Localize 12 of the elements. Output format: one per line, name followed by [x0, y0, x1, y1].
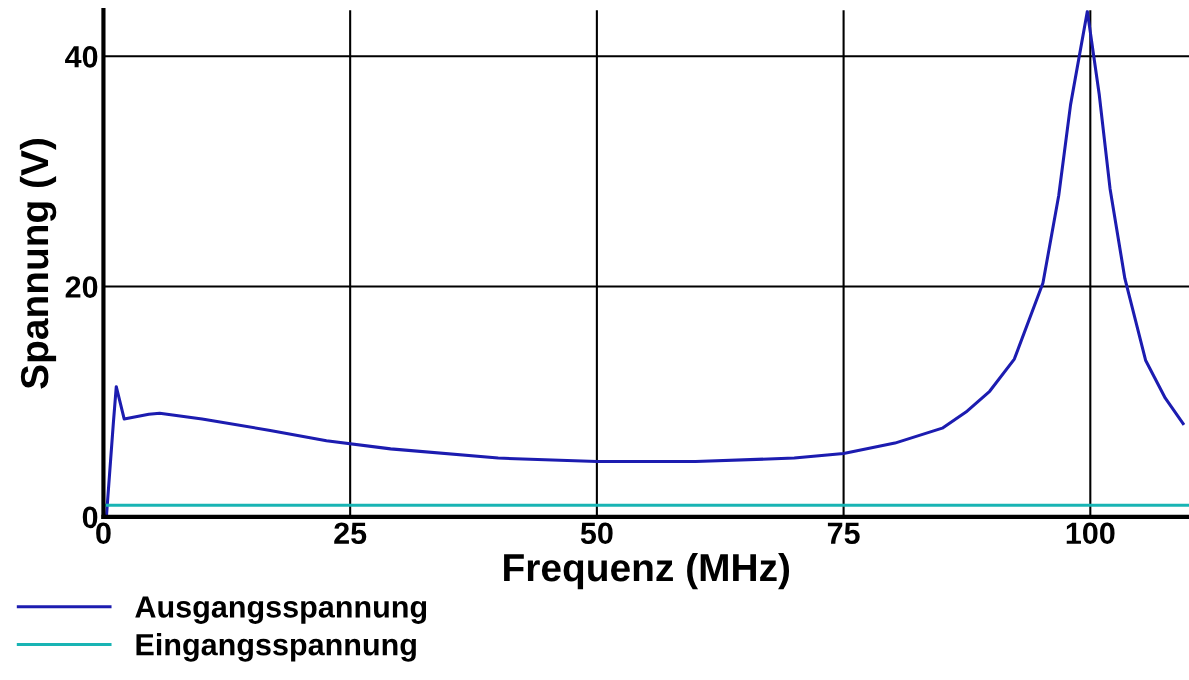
y-tick-label: 20: [65, 276, 98, 298]
x-tick-label: 100: [1066, 522, 1115, 545]
legend-label: Eingangsspannung: [136, 633, 416, 662]
x-tick-label: 75: [827, 522, 860, 545]
y-axis-title: Spannung (V): [19, 139, 57, 389]
line-series: [104, 10, 1185, 517]
legend-label: Ausgangsspannung: [135, 596, 427, 624]
x-axis-title: Frequenz (MHz): [504, 552, 790, 590]
y-tick-label: 40: [65, 45, 98, 68]
x-tick-label: 50: [580, 522, 613, 545]
x-tick-label: 25: [334, 522, 367, 545]
y-tick-label: 0: [82, 506, 98, 529]
